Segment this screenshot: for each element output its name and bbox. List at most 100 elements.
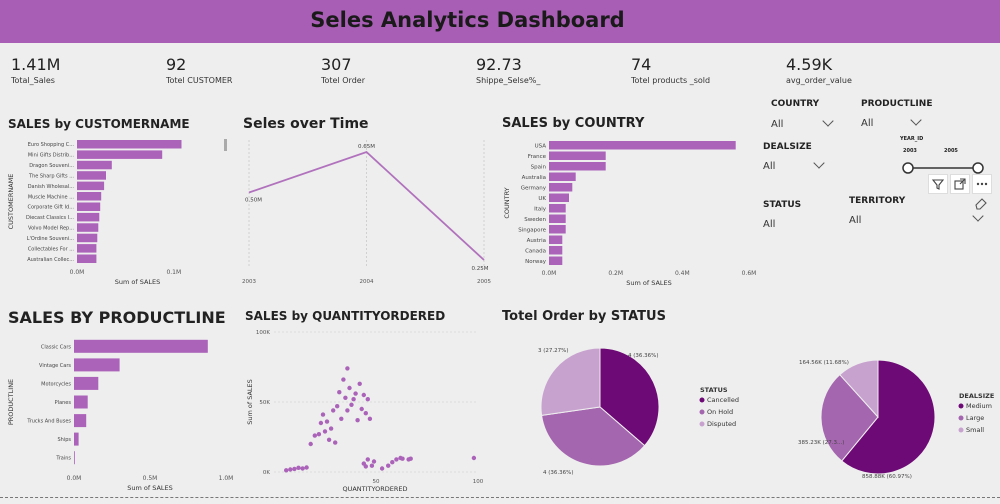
y-tick-label: 50K bbox=[259, 400, 270, 406]
x-tick-label: 0.0M bbox=[542, 270, 557, 277]
category-label: Singapore bbox=[518, 227, 546, 233]
filter-productline-dropdown[interactable]: All bbox=[861, 118, 874, 129]
data-point bbox=[371, 459, 377, 464]
legend-marker bbox=[958, 415, 964, 421]
slider-handle-max[interactable] bbox=[972, 162, 984, 174]
slice-data-label: 4 (36.36%) bbox=[543, 470, 574, 476]
category-label: Euro Shopping C... bbox=[28, 142, 75, 148]
y-axis-label: PRODUCTLINE bbox=[7, 379, 15, 425]
year-slider-title: YEAR_ID bbox=[900, 136, 924, 142]
category-label: UK bbox=[538, 196, 546, 202]
filter-country-dropdown[interactable]: All bbox=[771, 119, 784, 130]
y-axis-label: COUNTRY bbox=[503, 187, 511, 218]
x-tick-label: 0.0M bbox=[70, 269, 85, 276]
slice-data-label: 858.88K (60.97%) bbox=[862, 474, 912, 480]
x-axis-label: Sum of SALES bbox=[626, 279, 672, 287]
data-point bbox=[363, 464, 368, 469]
bar bbox=[74, 358, 120, 372]
bar bbox=[549, 256, 563, 265]
country-chart-title: SALES by COUNTRY bbox=[502, 116, 645, 131]
bar bbox=[77, 223, 99, 232]
category-label: Australia bbox=[522, 175, 546, 181]
data-point bbox=[345, 366, 350, 371]
more-options-icon[interactable] bbox=[972, 174, 992, 194]
kpi-shipped-sales-value: 92.73 bbox=[476, 55, 522, 74]
bar bbox=[549, 214, 566, 223]
x-axis-label: Sum of SALES bbox=[115, 278, 161, 286]
data-point bbox=[365, 457, 370, 462]
filter-productline-title: PRODUCTLINE bbox=[861, 99, 933, 109]
filter-country-title: COUNTRY bbox=[771, 99, 820, 109]
bar bbox=[549, 183, 573, 192]
kpi-products-sold-label: Totel products _sold bbox=[631, 76, 711, 85]
year-slider[interactable] bbox=[900, 158, 1000, 178]
data-point bbox=[328, 426, 334, 431]
category-label: Norway bbox=[525, 259, 547, 265]
data-point bbox=[361, 392, 366, 398]
category-label: France bbox=[528, 154, 547, 160]
data-point bbox=[359, 406, 364, 412]
filter-dealsize-dropdown[interactable]: All bbox=[763, 161, 776, 172]
expand-icon[interactable] bbox=[950, 174, 970, 194]
data-point bbox=[322, 429, 328, 434]
slider-handle-min[interactable] bbox=[902, 162, 914, 174]
header-banner bbox=[0, 0, 1000, 43]
category-label: L'Ordine Souveni... bbox=[27, 236, 75, 242]
x-tick-label: 0.4M bbox=[675, 270, 690, 277]
legend-label: Large bbox=[966, 414, 984, 422]
x-tick-label: 2004 bbox=[360, 279, 374, 285]
kpi-total-order-value: 307 bbox=[321, 55, 352, 74]
x-tick-label: 0.5M bbox=[143, 475, 158, 482]
x-tick-label: 2003 bbox=[242, 279, 256, 285]
category-label: Muscle Machine ... bbox=[28, 194, 75, 200]
slice-data-label: 4 (36.36%) bbox=[628, 353, 659, 359]
legend-marker bbox=[699, 397, 705, 403]
data-point bbox=[355, 418, 360, 423]
category-label: USA bbox=[535, 143, 547, 149]
category-label: Spain bbox=[531, 164, 547, 170]
filter-status-dropdown[interactable]: All bbox=[763, 219, 776, 230]
data-point bbox=[367, 416, 373, 421]
data-point bbox=[400, 456, 405, 461]
category-label: Classic Cars bbox=[41, 344, 71, 350]
y-axis-label: CUSTOMERNAME bbox=[7, 174, 15, 230]
kpi-total-order-label: Totel Order bbox=[321, 76, 365, 85]
slice-data-label: 385.23K (27.3...) bbox=[798, 440, 844, 446]
customer-chart-title: SALES by CUSTOMERNAME bbox=[8, 117, 190, 131]
filter-territory-dropdown[interactable]: All bbox=[849, 215, 862, 226]
bar bbox=[74, 339, 208, 353]
data-point bbox=[300, 466, 305, 471]
data-point bbox=[471, 455, 477, 461]
y-tick-label: 100K bbox=[256, 330, 270, 336]
kpi-total-customer-label: Totel CUSTOMER bbox=[166, 76, 233, 85]
pie-slice bbox=[541, 406, 646, 467]
x-axis-label: Sum of SALES bbox=[127, 484, 173, 492]
data-point bbox=[343, 395, 348, 400]
data-point bbox=[339, 416, 344, 421]
legend-label: Cancelled bbox=[707, 396, 739, 404]
legend-label: Medium bbox=[966, 402, 992, 410]
x-tick-label: 1.0M bbox=[219, 475, 234, 482]
bar bbox=[74, 414, 87, 428]
x-tick-label: 50 bbox=[373, 479, 380, 485]
category-label: Germany bbox=[521, 185, 547, 191]
category-label: Collectables For ... bbox=[28, 246, 75, 252]
kpi-avg-order-label: avg_order_value bbox=[786, 76, 852, 85]
data-point bbox=[284, 468, 289, 473]
bar bbox=[77, 181, 105, 191]
data-point bbox=[292, 466, 297, 472]
bar bbox=[549, 172, 576, 181]
data-point bbox=[296, 465, 301, 470]
legend-marker bbox=[699, 409, 705, 415]
data-point bbox=[331, 408, 336, 413]
pie-slice bbox=[599, 347, 660, 447]
data-label: 0.50M bbox=[245, 198, 262, 204]
data-point bbox=[341, 377, 346, 382]
eraser-icon[interactable] bbox=[973, 195, 989, 211]
scrollbar[interactable] bbox=[224, 139, 227, 151]
data-point bbox=[288, 467, 293, 472]
year-slider-max-label: 2005 bbox=[944, 148, 958, 154]
data-point bbox=[394, 457, 399, 462]
filter-icon[interactable] bbox=[928, 174, 948, 194]
bar bbox=[77, 244, 97, 253]
